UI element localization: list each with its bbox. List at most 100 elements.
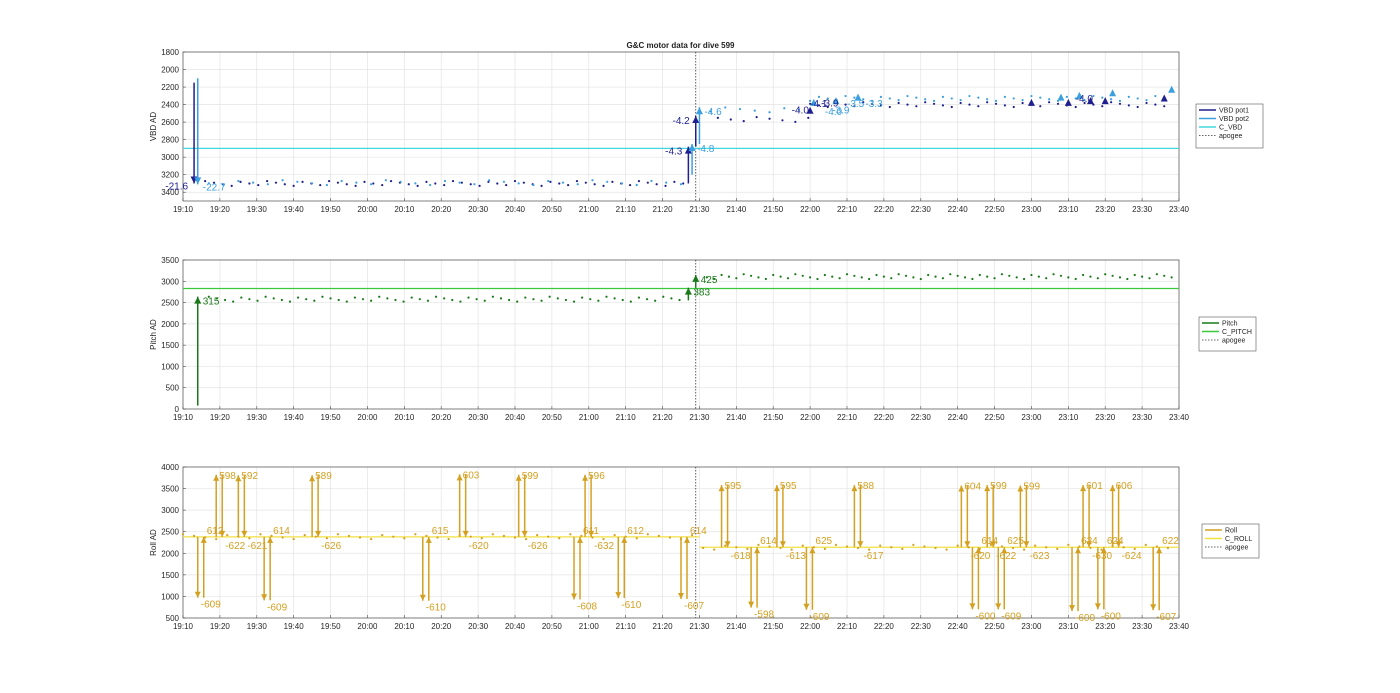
data-point	[768, 545, 771, 548]
roll-return-label: 622	[1162, 536, 1179, 547]
x-tick-label: 22:40	[948, 413, 969, 422]
data-point	[735, 546, 738, 549]
roll-peak-label: 598	[219, 471, 236, 482]
data-point	[1133, 547, 1136, 550]
data-point	[1074, 105, 1077, 109]
y-tick-label: 3200	[161, 171, 179, 180]
data-point	[635, 183, 638, 187]
data-point	[325, 183, 328, 187]
data-point	[248, 182, 251, 185]
x-tick-label: 20:10	[394, 205, 415, 214]
data-point	[1126, 277, 1129, 281]
roll-spike-return-head	[315, 530, 322, 537]
data-point	[547, 179, 550, 183]
data-point	[264, 295, 267, 298]
arrow-head	[695, 107, 703, 115]
roll-return-label: 625	[815, 536, 832, 547]
roll-spike-head	[571, 593, 578, 600]
arrow-label: -4.6	[704, 107, 722, 118]
data-point	[313, 299, 316, 302]
data-point	[1078, 545, 1081, 548]
legend-entry: apogee	[1222, 338, 1245, 345]
x-tick-label: 22:40	[948, 205, 969, 214]
data-point	[779, 546, 782, 550]
data-point	[1163, 274, 1166, 277]
data-point	[499, 297, 503, 300]
data-point	[668, 536, 672, 539]
data-point	[1133, 273, 1136, 277]
data-point	[475, 298, 478, 301]
data-point	[629, 300, 632, 303]
triangle-marker	[1086, 97, 1094, 105]
data-label: -3.5	[847, 99, 865, 110]
data-point	[794, 273, 797, 276]
data-point	[932, 102, 936, 105]
data-point	[637, 179, 641, 183]
data-point	[407, 183, 410, 186]
x-tick-label: 21:50	[763, 413, 784, 422]
data-point	[1154, 103, 1157, 106]
data-point	[319, 183, 322, 187]
x-tick-label: 20:30	[468, 413, 489, 422]
data-point	[1052, 273, 1055, 276]
data-point	[336, 533, 340, 536]
legend-box	[1195, 103, 1264, 149]
data-point	[429, 183, 432, 187]
data-point	[1136, 97, 1139, 100]
data-point	[1030, 273, 1033, 277]
data-point	[1021, 101, 1024, 105]
roll-return-label: 614	[273, 526, 290, 537]
data-point	[386, 297, 389, 300]
data-point	[620, 182, 624, 185]
data-point	[888, 105, 891, 109]
data-point	[361, 298, 365, 301]
data-point	[924, 101, 927, 104]
data-point	[478, 184, 481, 187]
data-point	[724, 544, 727, 547]
legend-entry: VBD pot1	[1219, 108, 1249, 115]
data-point	[459, 300, 462, 303]
data-point	[860, 276, 863, 279]
data-point	[1092, 94, 1095, 98]
x-tick-label: 19:50	[321, 622, 342, 631]
data-point	[670, 297, 673, 300]
data-point	[646, 181, 649, 184]
x-tick-label: 22:50	[985, 205, 1006, 214]
data-point	[1104, 273, 1107, 276]
data-point	[993, 277, 996, 280]
roll-spike-return-head	[964, 541, 971, 548]
data-point	[222, 183, 225, 187]
data-point	[809, 102, 812, 105]
axes-box	[182, 466, 1180, 619]
roll-peak-label: 595	[780, 481, 797, 492]
roll-return-label: -632	[594, 541, 614, 552]
data-point	[971, 277, 974, 281]
data-point	[1136, 105, 1139, 109]
roll-return-label: -622	[996, 551, 1016, 562]
data-point	[1101, 105, 1104, 108]
data-point	[1021, 98, 1024, 102]
data-point	[834, 543, 838, 546]
data-point	[280, 298, 283, 302]
roll-spike-head	[678, 593, 684, 600]
x-tick-label: 20:00	[357, 622, 378, 631]
triangle-marker	[1027, 98, 1035, 106]
data-point	[888, 97, 891, 100]
data-point	[755, 115, 758, 119]
roll-return-label: -620	[970, 551, 990, 562]
data-point	[831, 275, 834, 278]
y-tick-label: 1000	[161, 592, 179, 601]
data-point	[517, 182, 520, 185]
roll-spike-head	[1109, 485, 1116, 492]
roll-spike-return-head	[241, 530, 248, 537]
x-tick-label: 20:30	[468, 622, 489, 631]
roll-spike-head	[194, 591, 201, 598]
data-point	[575, 179, 579, 183]
data-point	[690, 533, 694, 537]
data-point	[977, 96, 980, 99]
data-point	[325, 537, 328, 540]
roll-peak-label: 589	[315, 471, 332, 482]
arrow-head	[194, 177, 202, 185]
data-point	[502, 534, 506, 537]
arrow-head	[692, 115, 700, 123]
